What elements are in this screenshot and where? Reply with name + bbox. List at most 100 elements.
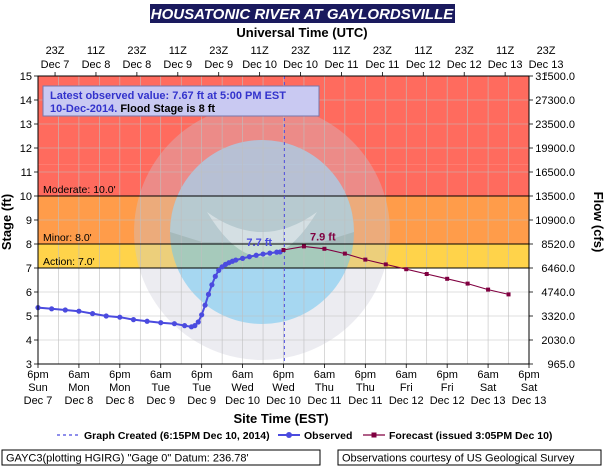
latest-observation-box: Latest observed value: 7.67 ft at 5:00 P… (42, 85, 320, 117)
observed-point (182, 323, 188, 329)
x-tick-label: 6am (477, 369, 498, 381)
legend-forecast: Forecast (issued 3:05PM Dec 10) (389, 430, 552, 442)
observed-point (239, 255, 246, 261)
utc-tick-label: 11Z (251, 45, 269, 57)
threshold-labels: Moderate: 10.0' Minor: 8.0' Action: 7.0' (43, 184, 116, 268)
forecast-point (506, 292, 511, 297)
utc-tick-date: Dec 12 (447, 59, 482, 71)
moderate-threshold-label: Moderate: 10.0' (43, 184, 116, 196)
info-date: 10-Dec-2014. (50, 103, 117, 115)
y-tick-label: 10 (20, 191, 32, 203)
x-tick-label: Fri (400, 382, 413, 394)
utc-tick-label: 23Z (537, 45, 556, 57)
footer-right-box (337, 449, 602, 466)
y2-tick-label: 23500.0 (535, 119, 575, 131)
utc-tick-date: Dec 11 (324, 59, 358, 71)
x-tick-label: Tue (151, 382, 170, 394)
utc-tick-label: 23Z (373, 45, 392, 57)
chart-title: HOUSATONIC RIVER AT GAYLORDSVILLE (151, 6, 455, 23)
x-tick-label: Dec 10 (266, 395, 301, 407)
y2-tick-label: 3320.0 (541, 311, 575, 323)
legend-forecast-marker (371, 432, 377, 438)
forecast-point (363, 257, 368, 262)
series-layer: 7.7 ft 7.9 ft (35, 231, 511, 330)
emblem-sky (170, 140, 354, 242)
x-tick-label: Dec 11 (307, 395, 341, 407)
y-tick-label: 6 (26, 287, 32, 299)
y-axis-title: Stage (ft) (0, 194, 14, 250)
observed-point (117, 314, 123, 320)
y-tick-label: 15 (20, 71, 32, 83)
x-tick-label: Dec 13 (471, 395, 506, 407)
y2-tick-label: 31500.0 (535, 71, 575, 83)
footer-datum: GAYC3(plotting HGIRG) "Gage 0" Datum: 23… (6, 453, 249, 465)
observed-point (171, 321, 177, 327)
emblem-gull (207, 212, 317, 257)
y-tick-label: 5 (26, 311, 32, 323)
observed-point (212, 273, 218, 279)
legend-observed-marker (286, 432, 292, 438)
x-tick-label: Dec 9 (146, 395, 175, 407)
x-tick-label: 6pm (518, 369, 539, 381)
forecast-point (383, 262, 388, 267)
x-tick-label: Mon (109, 382, 130, 394)
forecast-point (301, 244, 306, 249)
utc-tick-label: 11Z (332, 45, 350, 57)
x-tick-label: 6am (150, 369, 171, 381)
footer-credit: Observations courtesy of US Geological S… (342, 453, 575, 465)
y-tick-label: 3 (26, 359, 32, 371)
observed-point (199, 312, 205, 318)
info-line-1: Latest observed value: 7.67 ft at 5:00 P… (50, 90, 286, 102)
x-tick-label: Sat (480, 382, 497, 394)
observed-point (246, 254, 253, 260)
forecast-point (281, 248, 286, 252)
utc-tick-date: Dec 10 (242, 59, 277, 71)
y-tick-label: 8 (26, 239, 32, 251)
x-tick-label: 6pm (355, 369, 376, 381)
info-flood-stage: Flood Stage is 8 ft (117, 103, 215, 115)
observed-point (253, 252, 259, 258)
observed-point (195, 319, 201, 325)
observed-point (144, 318, 150, 324)
observed-peak-label: 7.7 ft (246, 237, 272, 249)
y2-tick-label: 6460.0 (541, 263, 575, 275)
x-tick-label: Thu (315, 382, 334, 394)
x-tick-label: Tue (192, 382, 211, 394)
observed-point (202, 302, 208, 308)
forecast-peak-label: 7.9 ft (310, 231, 336, 243)
axes: 3 4 5 6 7 8 9 10 11 12 13 14 15 965.0 2030.0 3320.0 4740… (20, 45, 575, 407)
observed-point (277, 249, 283, 255)
x-tick-label: Thu (356, 382, 375, 394)
observed-point (205, 291, 212, 297)
x-tick-label: Dec 11 (348, 395, 382, 407)
utc-tick-date: Dec 13 (488, 59, 523, 71)
utc-axis-title: Universal Time (UTC) (236, 25, 367, 40)
y2-tick-label: 27300.0 (535, 95, 575, 107)
utc-tick-date: Dec 11 (365, 59, 399, 71)
x-tick-label: 6pm (27, 369, 48, 381)
footer-left-box (1, 449, 321, 466)
observed-point (233, 257, 239, 263)
observed-point (62, 307, 68, 313)
x-tick-label: 6am (396, 369, 417, 381)
observed-point (209, 282, 215, 288)
observed-point (267, 250, 273, 256)
x-tick-label: Dec 12 (389, 395, 424, 407)
observed-point (260, 251, 266, 257)
forecast-point (404, 267, 409, 272)
utc-tick-label: 23Z (209, 45, 228, 57)
observed-point (192, 323, 198, 329)
y-tick-label: 12 (20, 143, 32, 155)
x-tick-label: 6am (232, 369, 253, 381)
forecast-point (424, 272, 429, 276)
observed-point (49, 306, 55, 312)
forecast-point (322, 246, 327, 251)
forecast-point (342, 251, 347, 256)
x-tick-label: 6pm (436, 369, 457, 381)
x-tick-label: 6pm (109, 369, 130, 381)
utc-tick-label: 11Z (414, 45, 432, 57)
x-tick-label: Wed (272, 382, 294, 394)
y-tick-label: 14 (20, 95, 32, 107)
y-tick-label: 7 (26, 263, 32, 275)
